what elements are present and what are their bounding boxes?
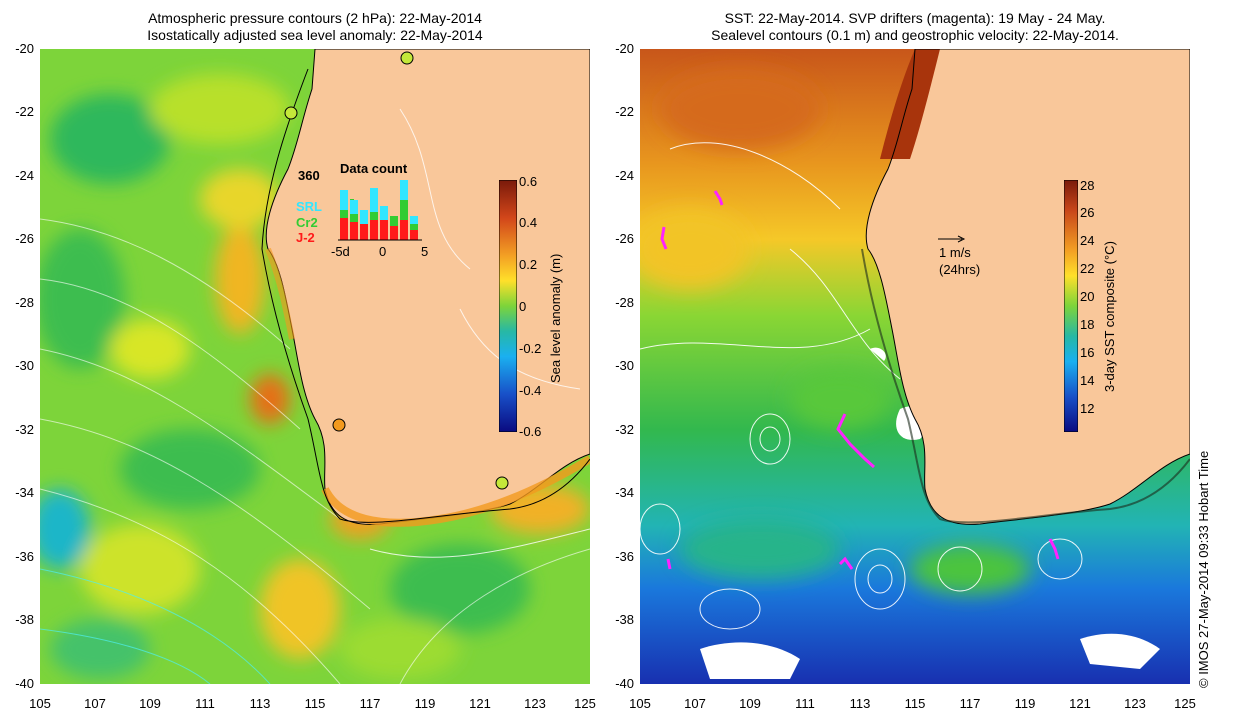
inset-xtick-0: 0 [379,244,387,259]
left-xtick: 107 [84,696,106,711]
right-cb-tick-26: 26 [1080,205,1095,220]
right-ytick: -22 [615,104,634,119]
right-xtick: 123 [1124,696,1146,711]
left-xtick: 117 [359,696,381,711]
right-ytick: -24 [615,168,634,183]
left-title: Atmospheric pressure contours (2 hPa): 2… [40,10,590,44]
right-ytick: -28 [615,295,634,310]
left-cb-tick-neg0.4: -0.4 [519,383,542,398]
left-cb-tick-0.2: 0.2 [519,257,538,272]
inset-series-srl: SRL [296,199,322,214]
right-cb-tick-16: 16 [1080,345,1095,360]
right-cb-tick-14: 14 [1080,373,1095,388]
left-ytick: -20 [15,41,34,56]
left-title-line1: Atmospheric pressure contours (2 hPa): 2… [148,10,482,26]
right-xtick: 121 [1069,696,1091,711]
left-cb-tick-neg0.6: -0.6 [519,424,542,439]
left-xtick: 105 [29,696,51,711]
left-cb-tick-0: 0 [519,299,527,314]
right-title: SST: 22-May-2014. SVP drifters (magenta)… [640,10,1190,44]
left-ytick: -32 [15,422,34,437]
right-map [640,49,1190,684]
right-xtick: 117 [959,696,981,711]
left-ytick: -24 [15,168,34,183]
right-title-line2: Sealevel contours (0.1 m) and geostrophi… [711,27,1119,43]
inset-series-cr2: Cr2 [296,215,318,230]
inset-series-j2: J-2 [296,230,315,245]
left-xtick: 119 [414,696,436,711]
right-cb-tick-20: 20 [1080,289,1095,304]
arrow-legend-period: (24hrs) [939,262,981,277]
left-xtick: 121 [469,696,491,711]
left-ytick: -36 [15,549,34,564]
right-cb-tick-24: 24 [1080,233,1095,248]
left-xtick: 115 [304,696,326,711]
left-ytick: -22 [15,104,34,119]
left-ytick: -26 [15,231,34,246]
left-title-line2: Isostatically adjusted sea level anomaly… [147,27,483,43]
left-colorbar [499,180,517,432]
right-cb-tick-18: 18 [1080,317,1095,332]
right-ytick: -32 [615,422,634,437]
right-xtick: 125 [1174,696,1196,711]
inset-bars [338,180,422,241]
right-ytick: -26 [615,231,634,246]
left-ytick: -30 [15,358,34,373]
right-xtick: 109 [739,696,761,711]
left-ytick: -34 [15,485,34,500]
right-ytick: -34 [615,485,634,500]
left-cb-tick-neg0.2: -0.2 [519,341,542,356]
left-ytick: -28 [15,295,34,310]
left-ytick: -38 [15,612,34,627]
left-xtick: 125 [574,696,596,711]
right-ytick: -30 [615,358,634,373]
inset-xtick-5: 5 [421,244,429,259]
right-title-line1: SST: 22-May-2014. SVP drifters (magenta)… [724,10,1106,26]
inset-max-count: 360 [298,168,320,183]
left-cb-label: Sea level anomaly (m) [548,253,563,383]
right-ytick: -38 [615,612,634,627]
left-cb-tick-0.6: 0.6 [519,174,538,189]
right-cb-tick-28: 28 [1080,178,1095,193]
right-xtick: 107 [684,696,706,711]
right-ytick: -36 [615,549,634,564]
right-ytick: -40 [615,676,634,691]
left-xtick: 111 [195,696,215,711]
right-cb-label: 3-day SST composite (°C) [1102,241,1117,392]
arrow-legend-icon [938,235,966,243]
left-xtick: 113 [249,696,271,711]
right-ytick: -20 [615,41,634,56]
right-xtick: 115 [904,696,926,711]
inset-title: Data count [340,161,408,176]
right-cb-tick-22: 22 [1080,261,1095,276]
right-xtick: 119 [1014,696,1036,711]
right-xtick: 113 [849,696,871,711]
right-xtick: 105 [629,696,651,711]
left-xtick: 123 [524,696,546,711]
left-ytick: -40 [15,676,34,691]
right-xtick: 111 [795,696,815,711]
right-cb-tick-12: 12 [1080,401,1095,416]
copyright-text: © IMOS 27-May-2014 09:33 Hobart Time [1196,450,1211,688]
inset-xtick-neg5: -5d [331,244,350,259]
left-xtick: 109 [139,696,161,711]
left-cb-tick-0.4: 0.4 [519,215,538,230]
right-colorbar [1064,180,1078,432]
arrow-legend-speed: 1 m/s [939,245,971,260]
